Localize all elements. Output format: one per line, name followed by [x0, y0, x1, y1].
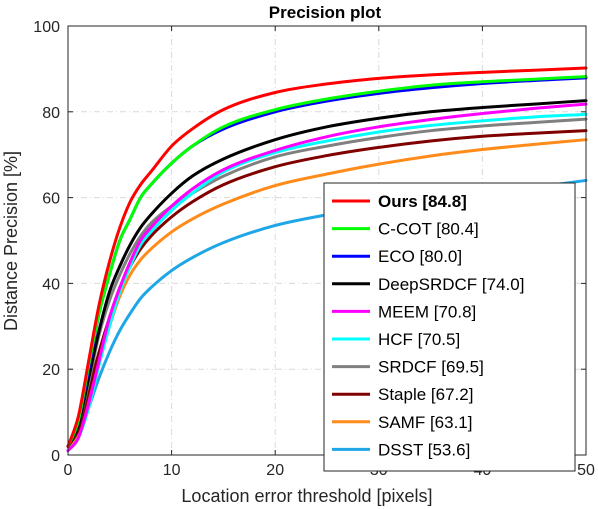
legend-box: [323, 182, 576, 472]
legend-label-staple: Staple [67.2]: [378, 385, 473, 404]
legend-label-hcf: HCF [70.5]: [378, 330, 460, 349]
series-line-deepsrdcf: [66, 99, 588, 448]
y-axis-label: Distance Precision [%]: [1, 151, 21, 331]
series-line-staple: [66, 129, 588, 448]
legend-label-ours: Ours [84.8]: [378, 192, 467, 211]
y-tick-label: 80: [42, 105, 60, 122]
legend-label-srdcf: SRDCF [69.5]: [378, 358, 484, 377]
legend-label-dsst: DSST [53.6]: [378, 440, 470, 459]
legend-label-meem: MEEM [70.8]: [378, 302, 476, 321]
y-tick-label: 0: [51, 448, 60, 465]
series-line-c-cot: [66, 75, 588, 448]
tick-layer: 01020304050020406080100: [33, 19, 595, 479]
x-tick-label: 20: [266, 462, 284, 479]
chart-title: Precision plot: [269, 3, 382, 22]
x-tick-label: 50: [577, 462, 595, 479]
legend-label-deepsrdcf: DeepSRDCF [74.0]: [378, 275, 524, 294]
x-tick-label: 10: [163, 462, 181, 479]
y-tick-label: 60: [42, 191, 60, 208]
x-tick-label: 0: [64, 462, 73, 479]
series-line-ours: [66, 66, 588, 448]
y-tick-label: 20: [42, 362, 60, 379]
legend-label-c-cot: C-COT [80.4]: [378, 220, 479, 239]
legend-label-eco: ECO [80.0]: [378, 247, 462, 266]
legend: Ours [84.8] C-COT [80.4] ECO [80.0] DeepSRD…: [323, 182, 576, 472]
y-tick-label: 100: [33, 19, 60, 36]
y-tick-label: 40: [42, 276, 60, 293]
series-line-meem: [66, 102, 588, 453]
x-axis-label: Location error threshold [pixels]: [181, 486, 432, 506]
legend-label-samf: SAMF [63.1]: [378, 413, 472, 432]
